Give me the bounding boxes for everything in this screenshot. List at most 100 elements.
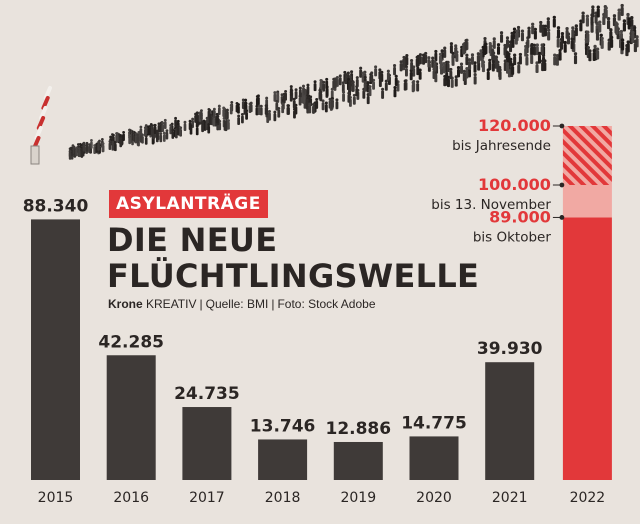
year-label-2017: 2017 — [189, 490, 225, 506]
crowd-person-head — [631, 30, 635, 35]
crowd-person-head — [598, 20, 602, 24]
value-label-2020: 14.775 — [401, 413, 467, 433]
credit-line: Krone KREATIV | Quelle: BMI | Foto: Stock Ad… — [108, 297, 376, 311]
crowd-person-head — [348, 75, 353, 79]
crowd-person — [465, 56, 469, 66]
crowd-person-head — [571, 26, 575, 30]
crowd-person-head — [591, 5, 595, 9]
annotation-caption: bis 13. November — [431, 197, 551, 213]
barrier-pole — [30, 86, 52, 165]
year-label-2020: 2020 — [416, 490, 452, 506]
crowd-person-head — [82, 141, 86, 145]
crowd-person-head — [540, 43, 544, 47]
crowd-person-head — [90, 138, 93, 142]
crowd-person — [418, 56, 422, 65]
crowd-person-head — [479, 49, 483, 53]
crowd-person-head — [363, 75, 367, 79]
crowd-person-head — [366, 81, 370, 85]
crowd-person-head — [144, 124, 148, 127]
bars-group — [31, 126, 612, 480]
crowd-person-head — [381, 87, 385, 91]
crowd-person-head — [454, 44, 458, 48]
annotation-value: 120.000 — [478, 116, 551, 135]
crowd-person — [442, 64, 446, 74]
crowd-person — [257, 107, 261, 115]
crowd-person-head — [491, 51, 496, 55]
crowd-person — [592, 52, 596, 61]
crowd-person — [275, 102, 279, 111]
crowd-person-head — [75, 146, 78, 150]
crowd-person — [224, 112, 228, 120]
crowd-person-head — [486, 68, 490, 72]
crowd-person — [588, 52, 592, 62]
crowd-person-head — [205, 116, 209, 120]
crowd-person — [600, 39, 604, 49]
crowd-person — [161, 124, 165, 133]
crowd-person-head — [505, 62, 510, 66]
value-label-2018: 13.746 — [250, 416, 316, 436]
crowd-person — [75, 149, 78, 157]
crowd-person-head — [217, 104, 221, 108]
crowd-person-head — [505, 50, 510, 55]
crowd-person-head — [346, 71, 350, 75]
crowd-person — [434, 52, 438, 62]
crowd-person — [559, 41, 564, 50]
crowd-person-head — [483, 43, 487, 47]
crowd-person — [494, 58, 499, 68]
crowd-person — [481, 63, 485, 73]
crowd-person-head — [421, 53, 426, 57]
crowd-person-head — [488, 58, 492, 62]
crowd-person — [176, 127, 180, 136]
crowd-person — [68, 152, 72, 160]
crowd-person — [571, 29, 575, 39]
crowd-person — [277, 109, 281, 118]
crowd-person — [359, 69, 363, 78]
crowd-person-head — [153, 123, 157, 127]
crowd-person — [432, 70, 436, 80]
crowd-person — [227, 121, 230, 130]
crowd-person — [606, 20, 611, 30]
crowd-person — [330, 90, 334, 99]
crowd-person-head — [255, 95, 259, 99]
crowd-person-head — [240, 112, 244, 116]
crowd-person-head — [100, 137, 104, 141]
crowd-person-head — [558, 48, 562, 53]
crowd-person-head — [119, 137, 123, 141]
crowd-person-head — [111, 140, 115, 144]
crowd-person-head — [330, 98, 334, 102]
crowd-person-head — [418, 53, 422, 57]
crowd-person — [139, 128, 143, 136]
crowd-person — [477, 62, 481, 71]
crowd-person — [449, 45, 453, 54]
annotation-caption: bis Jahresende — [452, 138, 551, 154]
crowd-person — [626, 43, 630, 53]
crowd-person — [535, 64, 539, 74]
bar-2022-segment-100000 — [562, 185, 612, 218]
crowd-person — [163, 121, 167, 130]
crowd-person-head — [174, 116, 178, 120]
crowd-person — [543, 27, 547, 37]
crowd-person-head — [599, 33, 603, 37]
crowd-person-head — [509, 57, 513, 61]
crowd-person — [462, 46, 466, 55]
crowd-person — [524, 47, 528, 57]
crowd-person-head — [512, 27, 517, 31]
crowd-person-head — [249, 101, 253, 105]
crowd-person — [511, 66, 515, 75]
crowd-person-head — [470, 53, 475, 57]
bar-2020 — [409, 436, 459, 480]
crowd-person-head — [520, 29, 525, 33]
bar-2018 — [258, 439, 308, 480]
projection-annotations: 89.000 bis Oktober 100.000 bis 13. November… — [431, 116, 565, 245]
headline: DIE NEUE FLÜCHTLINGSWELLE — [107, 222, 479, 294]
crowd-person — [259, 107, 263, 116]
crowd-person — [620, 7, 624, 16]
crowd-person-head — [532, 43, 537, 47]
crowd-person-head — [229, 103, 233, 107]
crowd-person-head — [352, 93, 356, 97]
crowd-person-head — [342, 90, 346, 94]
crowd-person — [573, 55, 578, 65]
crowd-person-head — [620, 38, 625, 42]
crowd-person — [403, 82, 407, 91]
crowd-person — [541, 62, 545, 72]
